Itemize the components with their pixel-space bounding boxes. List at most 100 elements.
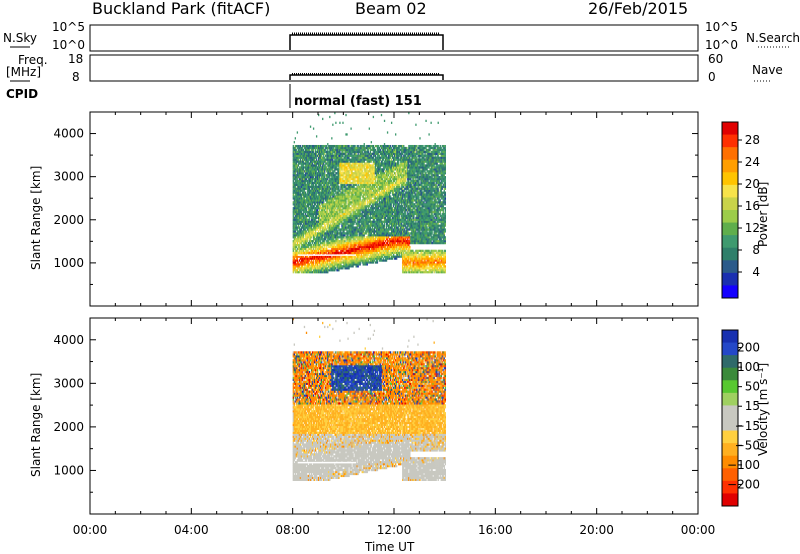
heatmap-cell xyxy=(316,160,319,163)
heatmap-cell xyxy=(372,241,375,245)
heatmap-cell xyxy=(327,259,329,262)
heatmap-cell xyxy=(297,240,300,243)
heatmap-cell xyxy=(303,267,306,270)
heatmap-cell xyxy=(370,174,372,177)
heatmap-cell xyxy=(302,241,305,245)
heatmap-cell xyxy=(304,179,307,183)
heatmap-cell xyxy=(314,257,317,260)
heatmap-cell xyxy=(300,241,303,245)
heatmap-cell xyxy=(304,251,307,254)
heatmap-cell xyxy=(329,170,331,173)
heatmap-cell xyxy=(375,197,378,200)
heatmap-cell xyxy=(306,232,309,235)
heatmap-cell xyxy=(334,197,336,200)
heatmap-cell xyxy=(350,197,352,200)
heatmap-cell xyxy=(330,146,332,150)
heatmap-cell xyxy=(339,201,341,204)
heatmap-cell xyxy=(327,152,329,155)
heatmap-cell xyxy=(341,249,343,252)
heatmap-cell xyxy=(320,251,322,254)
heatmap-cell xyxy=(349,152,351,155)
heatmap-cell xyxy=(315,183,318,187)
heatmap-cell xyxy=(325,191,327,194)
heatmap-cell xyxy=(360,174,362,177)
heatmap-cell xyxy=(328,269,330,272)
heatmap-cell xyxy=(304,170,307,173)
heatmap-cell xyxy=(347,243,349,247)
heatmap-cell xyxy=(371,158,374,161)
heatmap-cell xyxy=(294,170,296,173)
nave-tick-high: 60 xyxy=(708,52,723,66)
heatmap-cell xyxy=(338,152,340,155)
heatmap-cell xyxy=(359,146,361,150)
heatmap-cell xyxy=(315,249,318,252)
heatmap-cell xyxy=(330,226,332,229)
heatmap-cell xyxy=(295,224,298,227)
heatmap-cell xyxy=(332,261,334,264)
heatmap-cell xyxy=(359,150,361,154)
heatmap-cell xyxy=(305,241,308,245)
heatmap-cell xyxy=(343,212,345,216)
heatmap-cell xyxy=(377,218,380,221)
heatmap-cell xyxy=(333,224,335,227)
heatmap-cell xyxy=(375,152,378,155)
heatmap-cell xyxy=(311,203,314,206)
heatmap-cell xyxy=(363,152,365,155)
heatmap-cell xyxy=(309,241,312,245)
heatmap-cell xyxy=(301,218,304,221)
heatmap-cell xyxy=(354,181,356,185)
heatmap-cell xyxy=(357,245,359,249)
heatmap-cell xyxy=(330,172,332,175)
heatmap-cell xyxy=(350,243,352,247)
heatmap-cell xyxy=(353,199,355,202)
heatmap-cell xyxy=(358,146,360,150)
heatmap-cell xyxy=(368,257,370,260)
heatmap-cell xyxy=(342,218,344,221)
heatmap-cell xyxy=(350,245,352,249)
heatmap-cell xyxy=(294,144,296,148)
heatmap-cell xyxy=(300,243,303,247)
heatmap-cell xyxy=(337,144,339,148)
heatmap-cell xyxy=(364,259,366,262)
heatmap-cell xyxy=(355,243,357,247)
heatmap-cell xyxy=(323,205,325,208)
heatmap-cell xyxy=(301,240,304,243)
heatmap-cell xyxy=(310,185,313,188)
heatmap-cell xyxy=(374,212,377,216)
heatmap-cell xyxy=(307,199,310,202)
heatmap-cell xyxy=(367,224,369,227)
heatmap-cell xyxy=(295,228,298,231)
heatmap-cell xyxy=(375,210,378,214)
heatmap-cell xyxy=(309,185,312,188)
heatmap-cell xyxy=(319,267,321,270)
heatmap-cell xyxy=(318,245,320,249)
heatmap-cell xyxy=(331,203,333,206)
heatmap-cell xyxy=(344,199,346,202)
heatmap-cell xyxy=(327,183,329,187)
heatmap-cell xyxy=(375,205,378,208)
heatmap-cell xyxy=(295,187,298,190)
heatmap-cell xyxy=(332,247,334,251)
heatmap-cell xyxy=(335,189,337,192)
heatmap-cell xyxy=(369,201,371,204)
heatmap-cell xyxy=(300,238,303,241)
heatmap-cell xyxy=(340,257,342,260)
heatmap-cell xyxy=(375,201,378,204)
heatmap-cell xyxy=(331,220,333,223)
heatmap-cell xyxy=(356,187,358,190)
heatmap-cell xyxy=(340,263,342,266)
heatmap-cell xyxy=(370,216,372,219)
heatmap-cell xyxy=(370,201,372,204)
heatmap-cell xyxy=(334,179,336,183)
heatmap-cell xyxy=(318,170,320,173)
heatmap-cell xyxy=(356,214,358,218)
heatmap-cell xyxy=(342,224,344,227)
heatmap-cell xyxy=(370,238,372,241)
heatmap-cell xyxy=(372,230,375,233)
heatmap-cell xyxy=(322,216,324,219)
heatmap-cell xyxy=(343,263,345,266)
heatmap-cell xyxy=(329,154,331,157)
heatmap-cell xyxy=(371,156,374,159)
heatmap-cell xyxy=(347,148,349,152)
heatmap-cell xyxy=(338,232,340,235)
